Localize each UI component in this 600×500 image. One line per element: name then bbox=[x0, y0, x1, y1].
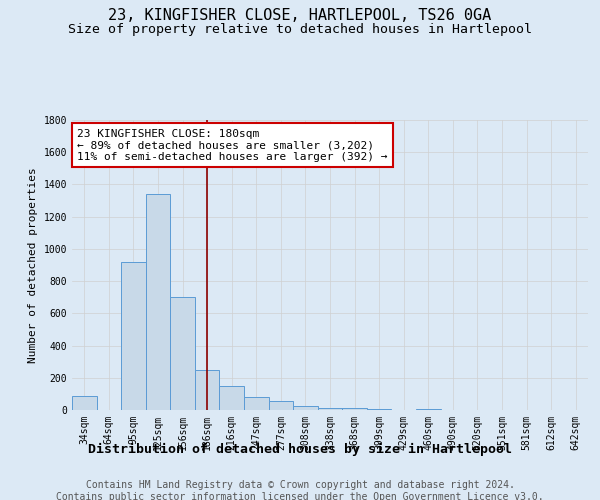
Bar bbox=[367, 409, 391, 410]
Bar bbox=[121, 262, 146, 410]
Bar bbox=[244, 397, 269, 410]
Bar bbox=[170, 297, 195, 410]
Bar bbox=[195, 370, 220, 410]
Text: Distribution of detached houses by size in Hartlepool: Distribution of detached houses by size … bbox=[88, 442, 512, 456]
Bar bbox=[293, 406, 318, 410]
Text: Contains public sector information licensed under the Open Government Licence v3: Contains public sector information licen… bbox=[56, 492, 544, 500]
Text: Contains HM Land Registry data © Crown copyright and database right 2024.: Contains HM Land Registry data © Crown c… bbox=[86, 480, 514, 490]
Text: 23 KINGFISHER CLOSE: 180sqm
← 89% of detached houses are smaller (3,202)
11% of : 23 KINGFISHER CLOSE: 180sqm ← 89% of det… bbox=[77, 128, 388, 162]
Bar bbox=[72, 396, 97, 410]
Bar bbox=[146, 194, 170, 410]
Bar bbox=[416, 409, 440, 410]
Y-axis label: Number of detached properties: Number of detached properties bbox=[28, 167, 38, 363]
Bar bbox=[220, 386, 244, 410]
Bar bbox=[269, 401, 293, 410]
Text: 23, KINGFISHER CLOSE, HARTLEPOOL, TS26 0GA: 23, KINGFISHER CLOSE, HARTLEPOOL, TS26 0… bbox=[109, 8, 491, 22]
Bar bbox=[342, 408, 367, 410]
Text: Size of property relative to detached houses in Hartlepool: Size of property relative to detached ho… bbox=[68, 22, 532, 36]
Bar bbox=[318, 408, 342, 410]
